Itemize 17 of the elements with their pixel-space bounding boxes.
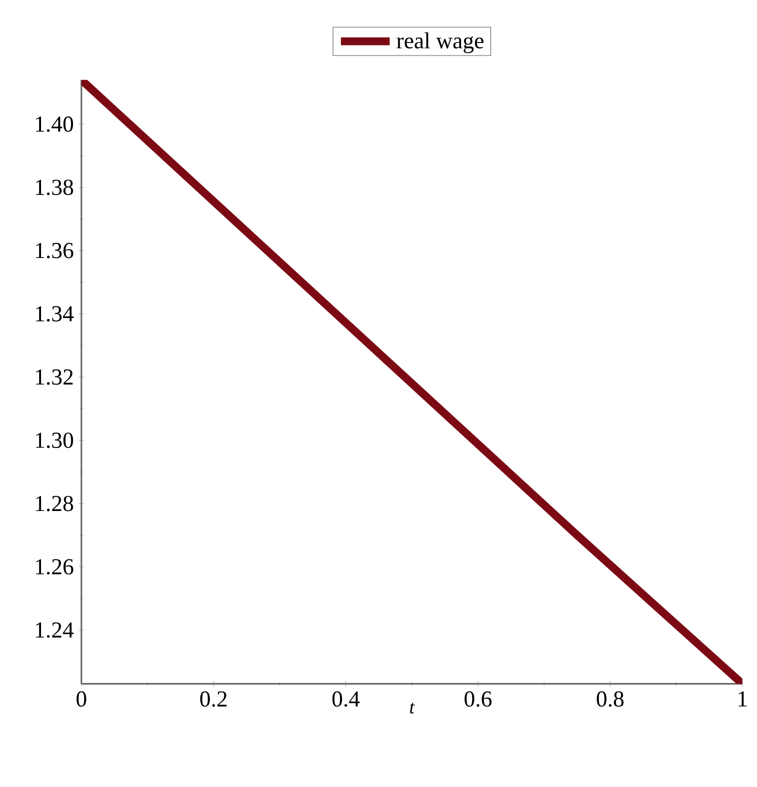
y-tick-label: 1.38: [36, 180, 74, 196]
x-tick-label: 0.8: [596, 691, 624, 707]
y-tick-label: 1.36: [36, 242, 74, 258]
y-tick-label: 1.30: [36, 432, 74, 448]
x-tick-label: 0.2: [200, 691, 227, 707]
x-tick-label: 0: [76, 691, 86, 707]
legend-label: real wage: [396, 32, 484, 54]
x-tick-label: 1: [738, 691, 747, 706]
y-tick-label: 1.24: [36, 622, 74, 638]
x-tick-label: 0.4: [332, 691, 360, 707]
y-tick-label: 1.26: [36, 559, 74, 575]
y-tick-label: 1.28: [36, 496, 74, 512]
x-tick-label: 0.6: [464, 691, 492, 707]
y-tick-label: 1.40: [36, 116, 74, 132]
x-axis-title: t: [410, 702, 416, 714]
y-tick-label: 1.32: [36, 369, 73, 385]
y-tick-label: 1.34: [36, 306, 74, 322]
